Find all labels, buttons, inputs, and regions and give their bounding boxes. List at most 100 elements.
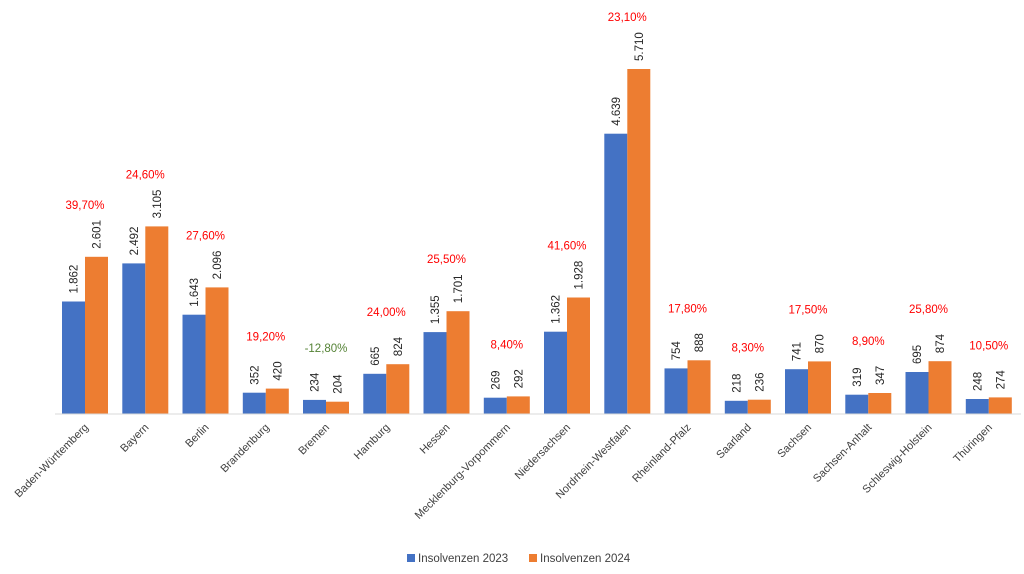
data-label: 269 [490, 371, 502, 390]
change-label: 25,80% [909, 304, 948, 316]
data-label: 741 [792, 342, 804, 361]
change-label: 41,60% [547, 241, 586, 253]
bar-2024 [386, 364, 410, 414]
legend-swatch-2024 [529, 554, 537, 562]
data-label: 347 [875, 366, 887, 385]
change-label: 27,60% [186, 230, 225, 242]
bar-2023 [724, 400, 748, 414]
category-label: Niedersachsen [513, 422, 573, 482]
category-label: Thüringen [951, 422, 995, 466]
bar-2024 [988, 397, 1012, 414]
bar-2023 [604, 133, 628, 414]
bar-2023 [664, 368, 688, 414]
bar-2023 [363, 373, 387, 414]
data-label: 5.710 [634, 32, 646, 61]
category-label: Sachsen [775, 422, 814, 461]
data-label: 204 [333, 374, 345, 394]
category-label: Hamburg [352, 422, 392, 462]
bar-2023 [544, 331, 567, 414]
data-label: 1.355 [430, 295, 442, 324]
data-label: 3.105 [152, 190, 164, 219]
bar-2024 [145, 226, 169, 414]
legend-swatch-2023 [407, 554, 415, 562]
category-label: Brandenburg [218, 422, 271, 475]
bars-layer [62, 69, 1012, 414]
bar-2023 [423, 332, 447, 414]
bar-2023 [785, 369, 808, 414]
bar-2024 [868, 393, 892, 414]
data-label: 1.643 [189, 278, 201, 307]
bar-2024 [205, 287, 229, 414]
data-label: 292 [513, 369, 525, 388]
data-label: 665 [370, 347, 382, 366]
bar-2024 [567, 297, 590, 414]
bar-2024 [808, 361, 831, 414]
bar-2023 [182, 314, 206, 414]
legend-label-2023: Insolvenzen 2023 [418, 553, 508, 565]
category-label: Bayern [118, 422, 151, 455]
category-label: Sachsen-Anhalt [811, 422, 874, 485]
change-label: 25,50% [427, 254, 466, 266]
change-label: 23,10% [608, 12, 647, 24]
change-label: 10,50% [969, 340, 1008, 352]
category-label: Berlin [183, 422, 211, 450]
data-label: 4.639 [611, 97, 623, 126]
change-label: 8,40% [490, 339, 523, 351]
bar-2024 [747, 399, 771, 414]
data-label: 874 [935, 333, 947, 353]
data-label: 234 [310, 372, 322, 392]
data-label: 319 [852, 368, 864, 387]
bar-2024 [265, 388, 289, 414]
data-label: 218 [731, 374, 743, 393]
data-label: 248 [972, 372, 984, 391]
bar-2023 [62, 301, 85, 414]
category-label: Baden-Württemberg [13, 422, 92, 501]
bar-2023 [483, 397, 507, 414]
category-label: Hessen [418, 422, 453, 457]
data-label: 695 [912, 345, 924, 364]
bar-2023 [242, 392, 266, 414]
change-label: 24,00% [367, 307, 406, 319]
bar-2024 [627, 69, 651, 414]
bar-2023 [845, 394, 869, 414]
change-label: 8,30% [731, 343, 764, 355]
data-label: 2.601 [92, 220, 104, 249]
change-label: 24,60% [126, 169, 165, 181]
change-label: 17,80% [668, 303, 707, 315]
bar-2023 [905, 372, 929, 414]
data-label: 1.362 [551, 295, 563, 324]
data-label: 1.862 [69, 265, 81, 294]
data-label: 824 [393, 336, 405, 356]
data-label: 888 [694, 333, 706, 352]
change-label: 39,70% [65, 200, 104, 212]
bar-2024 [326, 401, 349, 414]
legend: Insolvenzen 2023 Insolvenzen 2024 [407, 553, 631, 565]
legend-label-2024: Insolvenzen 2024 [540, 553, 631, 565]
data-label: 420 [272, 361, 284, 380]
bar-2024 [85, 256, 108, 414]
change-label: -12,80% [305, 343, 348, 355]
bar-2023 [965, 399, 989, 414]
data-label: 236 [754, 373, 766, 392]
data-label: 1.701 [453, 274, 465, 303]
data-label: 274 [995, 370, 1007, 390]
change-label: 19,20% [246, 332, 285, 344]
category-label: Bremen [296, 422, 332, 458]
data-label: 352 [249, 366, 261, 385]
data-label: 1.928 [574, 261, 586, 290]
category-label: Rheinland-Pfalz [630, 422, 693, 485]
data-label: 870 [815, 334, 827, 353]
bar-2024 [446, 311, 470, 414]
change-label: 17,50% [788, 304, 827, 316]
data-label: 2.096 [212, 251, 224, 280]
data-label: 2.492 [129, 227, 141, 256]
bar-2024 [506, 396, 530, 414]
bar-2024 [687, 360, 711, 414]
bar-2023 [122, 263, 146, 414]
bar-2024 [928, 361, 952, 414]
change-label: 8,90% [852, 336, 885, 348]
category-label: Saarland [714, 422, 754, 462]
data-label: 754 [671, 341, 683, 361]
bar-2023 [303, 399, 326, 414]
